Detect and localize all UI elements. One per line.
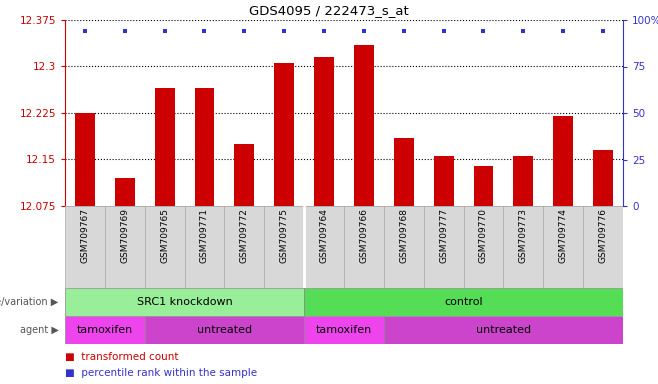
Bar — [513, 156, 534, 206]
Text: genotype/variation ▶: genotype/variation ▶ — [0, 297, 59, 307]
Bar — [593, 150, 613, 206]
Text: GSM709777: GSM709777 — [439, 209, 448, 263]
Bar — [384, 316, 623, 344]
Text: GSM709772: GSM709772 — [240, 209, 249, 263]
Text: GSM709773: GSM709773 — [519, 209, 528, 263]
Bar — [115, 178, 135, 206]
Text: GSM709764: GSM709764 — [320, 209, 328, 263]
Bar — [265, 206, 304, 288]
Text: GSM709766: GSM709766 — [359, 209, 368, 263]
Bar — [544, 206, 583, 288]
Point — [319, 28, 330, 34]
Text: GSM709768: GSM709768 — [399, 209, 408, 263]
Text: GSM709770: GSM709770 — [479, 209, 488, 263]
Text: GDS4095 / 222473_s_at: GDS4095 / 222473_s_at — [249, 4, 409, 17]
Text: ■  percentile rank within the sample: ■ percentile rank within the sample — [65, 368, 257, 378]
Bar — [344, 206, 384, 288]
Text: SRC1 knockdown: SRC1 knockdown — [137, 297, 232, 307]
Point — [399, 28, 409, 34]
Bar — [155, 88, 174, 206]
Text: GSM709771: GSM709771 — [200, 209, 209, 263]
Point — [279, 28, 290, 34]
Text: GSM709767: GSM709767 — [80, 209, 89, 263]
Text: untreated: untreated — [197, 325, 252, 335]
Point — [80, 28, 90, 34]
Bar — [65, 206, 105, 288]
Bar — [185, 206, 224, 288]
Bar — [314, 57, 334, 206]
Text: untreated: untreated — [476, 325, 531, 335]
Bar — [553, 116, 573, 206]
Bar — [145, 206, 185, 288]
Text: GSM709775: GSM709775 — [280, 209, 289, 263]
Bar — [105, 206, 145, 288]
Text: GSM709776: GSM709776 — [599, 209, 607, 263]
Text: tamoxifen: tamoxifen — [316, 325, 372, 335]
Point — [478, 28, 489, 34]
Bar — [583, 206, 623, 288]
Point — [558, 28, 569, 34]
Text: GSM709765: GSM709765 — [160, 209, 169, 263]
Text: ■  transformed count: ■ transformed count — [65, 352, 178, 362]
Point — [518, 28, 528, 34]
Point — [159, 28, 170, 34]
Point — [120, 28, 130, 34]
Bar — [354, 45, 374, 206]
Bar — [145, 316, 304, 344]
Bar — [384, 206, 424, 288]
Bar — [434, 156, 453, 206]
Bar — [65, 316, 145, 344]
Point — [199, 28, 210, 34]
Bar — [464, 206, 503, 288]
Bar — [304, 288, 623, 316]
Text: agent ▶: agent ▶ — [20, 325, 59, 335]
Bar — [304, 206, 344, 288]
Point — [438, 28, 449, 34]
Bar — [75, 113, 95, 206]
Text: GSM709769: GSM709769 — [120, 209, 129, 263]
Text: GSM709774: GSM709774 — [559, 209, 568, 263]
Bar — [234, 144, 255, 206]
Bar — [274, 63, 294, 206]
Text: tamoxifen: tamoxifen — [77, 325, 133, 335]
Bar — [224, 206, 265, 288]
Bar — [394, 138, 414, 206]
Point — [598, 28, 609, 34]
Point — [239, 28, 249, 34]
Bar — [503, 206, 544, 288]
Bar — [424, 206, 464, 288]
Bar — [65, 288, 304, 316]
Text: control: control — [444, 297, 483, 307]
Bar — [304, 316, 384, 344]
Bar — [474, 166, 494, 206]
Bar — [195, 88, 215, 206]
Point — [359, 28, 369, 34]
